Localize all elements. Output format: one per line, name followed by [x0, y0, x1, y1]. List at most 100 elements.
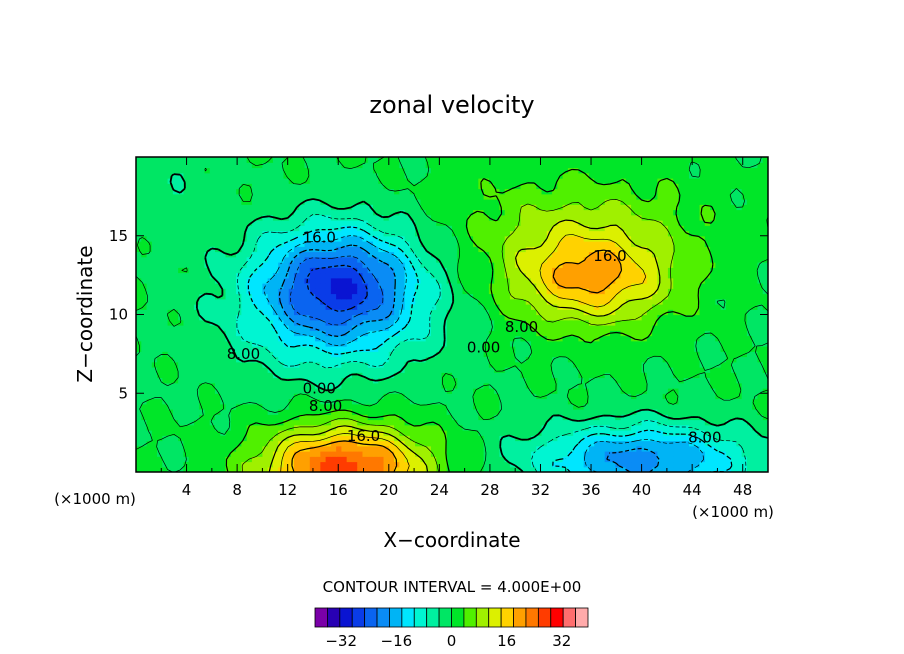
contour-fill-cell — [678, 325, 685, 331]
contour-fill-cell — [388, 304, 395, 310]
contour-fill-cell — [183, 304, 190, 310]
contour-fill-cell — [689, 377, 695, 384]
contour-fill-cell — [625, 409, 632, 415]
contour-fill-cell — [294, 272, 300, 279]
contour-fill-cell — [183, 340, 190, 347]
contour-fill-cell — [573, 283, 579, 289]
contour-fill-cell — [631, 351, 637, 358]
contour-fill-cell — [294, 277, 300, 284]
contour-fill-cell — [710, 372, 716, 379]
contour-fill-cell — [220, 335, 227, 342]
contour-fill-cell — [146, 409, 153, 415]
contour-fill-cell — [178, 251, 184, 258]
contour-fill-cell — [278, 272, 285, 279]
contour-fill-cell — [762, 304, 768, 310]
contour-fill-cell — [488, 298, 495, 305]
contour-fill-cell — [209, 367, 216, 373]
contour-fill-cell — [457, 393, 464, 400]
contour-fill-cell — [699, 272, 706, 279]
contour-fill-cell — [415, 393, 421, 400]
contour-fill-cell — [420, 262, 427, 268]
contour-fill-cell — [536, 272, 543, 279]
contour-fill-cell — [478, 409, 485, 415]
contour-fill-cell — [483, 430, 490, 436]
contour-fill-cell — [641, 424, 648, 431]
contour-fill-cell — [262, 372, 269, 379]
contour-fill-cell — [446, 335, 453, 342]
contour-fill-cell — [699, 456, 706, 463]
contour-fill-cell — [304, 293, 311, 300]
contour-fill-cell — [241, 267, 248, 274]
contour-fill-cell — [136, 409, 142, 415]
contour-fill-cell — [520, 325, 527, 331]
contour-fill-cell — [462, 367, 469, 373]
contour-fill-cell — [594, 293, 601, 300]
contour-fill-cell — [336, 409, 342, 415]
contour-fill-cell — [341, 267, 348, 274]
contour-fill-cell — [404, 445, 411, 452]
contour-fill-cell — [610, 414, 616, 421]
contour-fill-cell — [230, 372, 237, 379]
contour-fill-cell — [667, 398, 674, 405]
contour-fill-cell — [725, 409, 732, 415]
contour-fill-cell — [315, 251, 321, 258]
contour-fill-cell — [736, 456, 743, 463]
contour-fill-cell — [278, 262, 285, 268]
contour-fill-cell — [262, 314, 269, 321]
contour-fill-cell — [151, 283, 158, 289]
contour-fill-cell — [378, 435, 385, 442]
contour-fill-cell — [346, 414, 353, 421]
contour-fill-cell — [230, 267, 237, 274]
contour-fill-cell — [562, 451, 569, 457]
contour-fill-cell — [430, 351, 437, 358]
contour-fill-cell — [552, 414, 558, 421]
contour-fill-cell — [478, 466, 485, 472]
contour-fill-cell — [525, 283, 532, 289]
contour-fill-cell — [430, 262, 437, 268]
contour-fill-cell — [388, 277, 395, 284]
contour-fill-cell — [136, 330, 142, 337]
contour-fill-cell — [378, 456, 385, 463]
contour-fill-cell — [631, 356, 637, 363]
contour-fill-cell — [699, 314, 706, 321]
contour-fill-cell — [725, 330, 732, 337]
contour-fill-cell — [525, 267, 532, 274]
contour-fill-cell — [499, 424, 506, 431]
contour-fill-cell — [409, 251, 416, 258]
contour-fill-cell — [167, 335, 174, 342]
contour-fill-cell — [478, 351, 485, 358]
contour-fill-cell — [678, 382, 685, 389]
contour-fill-cell — [462, 267, 469, 274]
contour-fill-cell — [499, 309, 506, 316]
contour-fill-cell — [272, 288, 279, 295]
contour-fill-cell — [704, 346, 711, 352]
contour-fill-cell — [625, 388, 632, 394]
contour-fill-cell — [183, 251, 190, 258]
contour-fill-cell — [583, 398, 590, 405]
contour-fill-cell — [146, 319, 153, 326]
contour-fill-cell — [699, 325, 706, 331]
contour-fill-cell — [625, 293, 632, 300]
contour-fill-cell — [615, 277, 622, 284]
contour-fill-cell — [357, 256, 364, 263]
contour-fill-cell — [567, 409, 574, 415]
contour-fill-cell — [141, 267, 148, 274]
contour-fill-cell — [420, 267, 427, 274]
contour-fill-cell — [715, 372, 722, 379]
contour-fill-cell — [678, 367, 685, 373]
contour-fill-cell — [178, 372, 184, 379]
contour-fill-cell — [662, 277, 669, 284]
contour-fill-cell — [499, 403, 506, 410]
contour-fill-cell — [504, 424, 511, 431]
contour-fill-cell — [188, 309, 195, 316]
contour-fill-cell — [409, 382, 416, 389]
contour-fill-cell — [599, 367, 606, 373]
contour-fill-cell — [488, 272, 495, 279]
contour-fill-cell — [425, 325, 432, 331]
contour-fill-cell — [720, 309, 727, 316]
contour-fill-cell — [209, 377, 216, 384]
contour-fill-cell — [720, 277, 727, 284]
contour-fill-cell — [520, 377, 527, 384]
contour-fill-cell — [246, 403, 253, 410]
contour-fill-cell — [583, 466, 590, 472]
